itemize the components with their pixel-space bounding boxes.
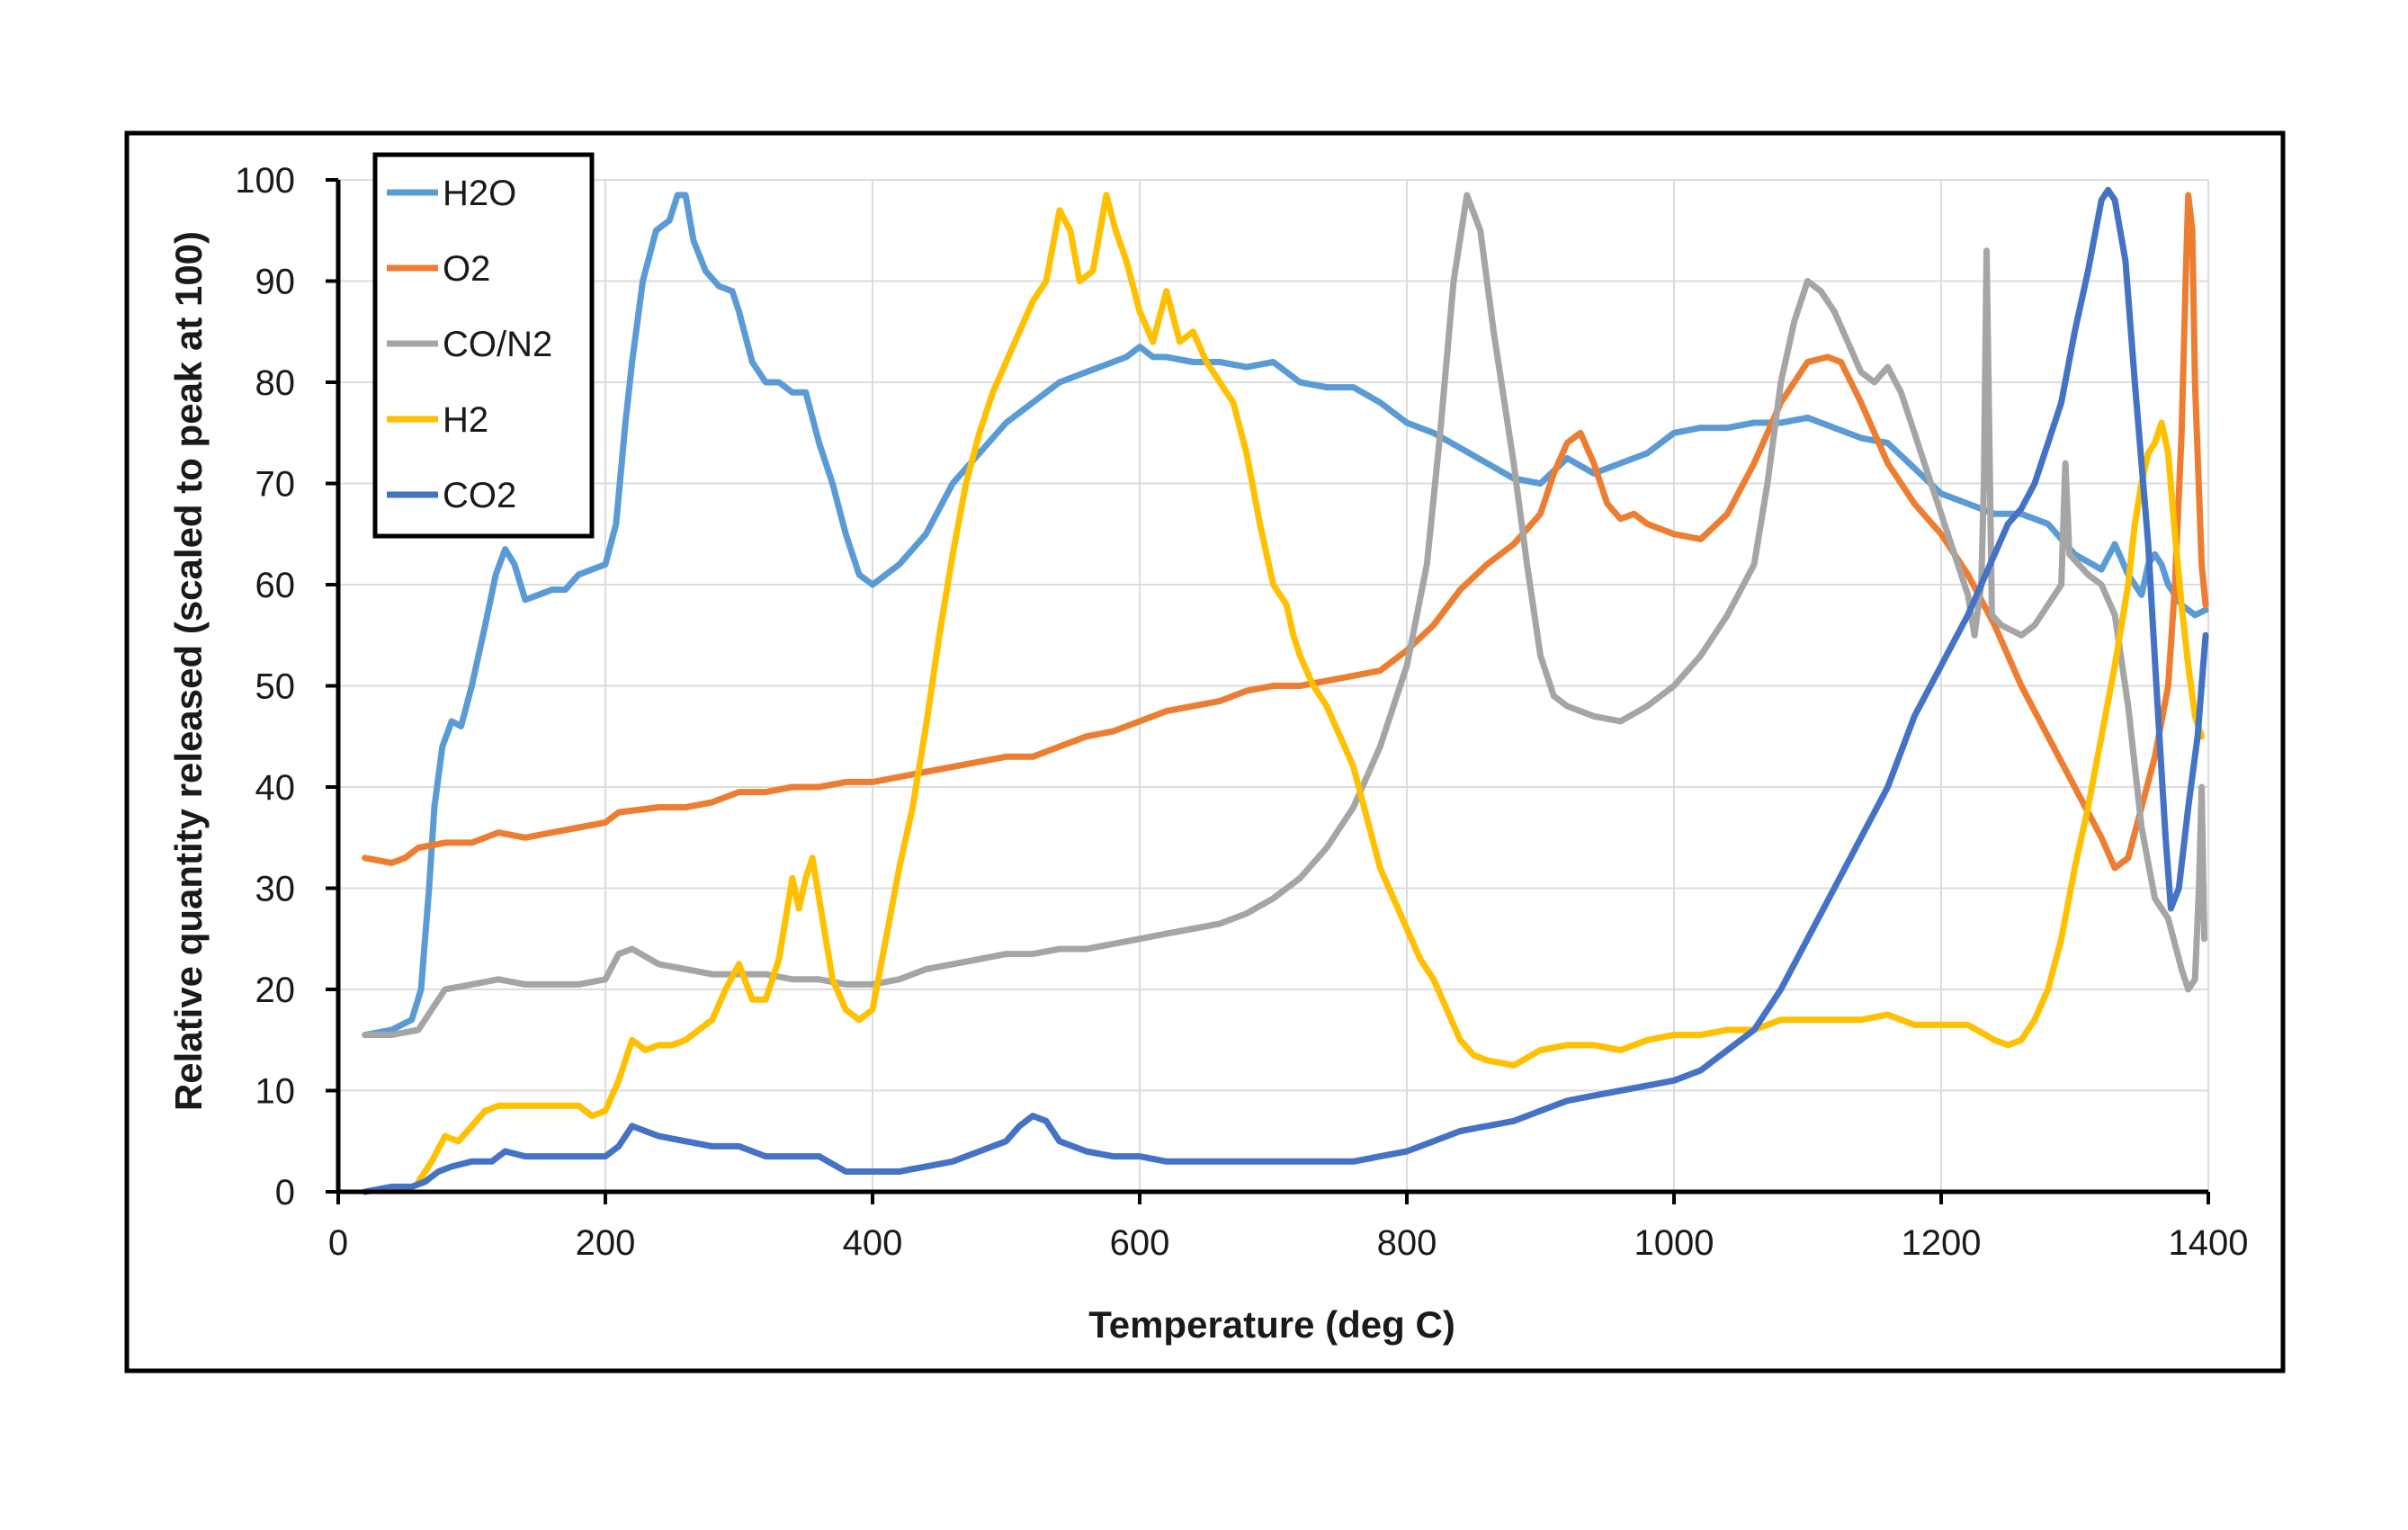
y-tick-label: 100 [235,161,295,201]
y-tick-label: 0 [275,1173,295,1212]
x-axis-title: Temperature (deg C) [1088,1303,1455,1346]
y-tick-label: 10 [255,1072,296,1112]
axes [326,178,2210,1204]
series-line-co-n2 [362,192,2207,1039]
x-tick-label: 600 [1110,1223,1170,1263]
y-axis-title: Relative quantity released (scaled to pe… [167,231,210,1111]
y-tick-label: 80 [255,363,296,403]
series-line-h2o [362,192,2209,1039]
legend-label-h2: H2 [443,400,488,440]
x-tick-label: 200 [576,1223,636,1263]
x-tick-label: 800 [1377,1223,1437,1263]
series-line-co2 [362,186,2209,1195]
x-tick-label: 1200 [1902,1223,1982,1263]
x-tick-label: 400 [843,1223,903,1263]
y-tick-label: 60 [255,566,296,605]
series-lines [362,186,2209,1195]
series-line-h2 [415,192,2206,1186]
legend-label-co2: CO2 [443,476,516,515]
y-tick-label: 20 [255,971,296,1010]
x-tick-label: 1400 [2169,1223,2249,1263]
legend: H2O O2 CO/N2 H2 CO2 [372,152,595,539]
y-tick-label: 90 [255,263,296,302]
y-tick-label: 40 [255,768,296,808]
legend-label-o2: O2 [443,249,490,289]
legend-label-h2o: H2O [443,174,516,213]
legend-label-co-n2: CO/N2 [443,325,552,364]
x-tick-label: 1000 [1634,1223,1714,1263]
y-tick-label: 50 [255,667,296,707]
series-line-o2 [362,192,2209,872]
x-tick-label: 0 [328,1223,348,1263]
y-tick-label: 30 [255,870,296,909]
y-tick-label: 70 [255,465,296,505]
gridlines [338,179,2209,1192]
